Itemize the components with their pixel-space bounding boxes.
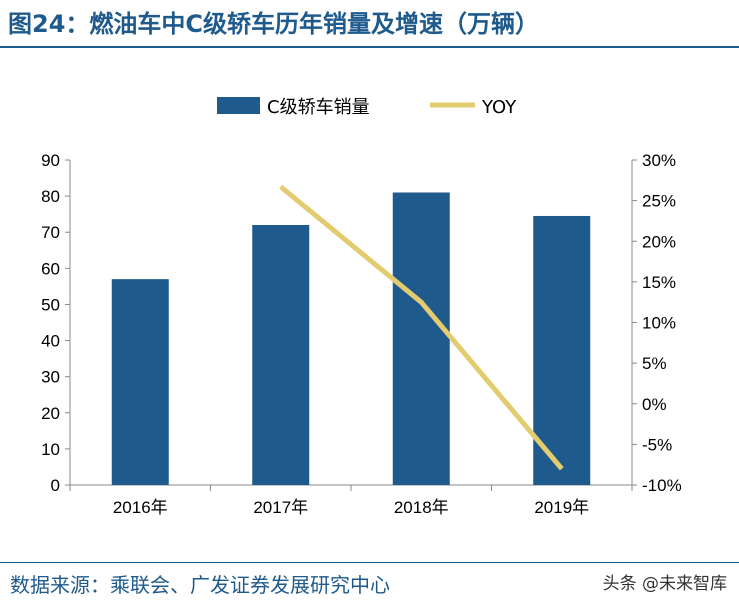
x-tick-label: 2018年 bbox=[394, 498, 449, 517]
y-left-tick-label: 30 bbox=[41, 368, 60, 387]
y-right-tick-label: 15% bbox=[642, 273, 676, 292]
y-left-tick-label: 60 bbox=[41, 259, 60, 278]
y-right-tick-label: 5% bbox=[642, 354, 667, 373]
y-right-tick-label: 10% bbox=[642, 314, 676, 333]
y-left-tick-label: 70 bbox=[41, 223, 60, 242]
source-note: 数据来源：乘联会、广发证券发展研究中心 bbox=[10, 573, 390, 597]
y-right-tick-label: 20% bbox=[642, 232, 676, 251]
yoy-point bbox=[280, 186, 282, 188]
chart-legend: C级轿车销量 YOY bbox=[217, 97, 517, 118]
y-right-tick-label: 25% bbox=[642, 192, 676, 211]
x-tick-label: 2017年 bbox=[253, 498, 308, 517]
y-left-tick-label: 10 bbox=[41, 440, 60, 459]
y-right-tick-label: 30% bbox=[642, 151, 676, 170]
watermark: 头条 @未来智库 bbox=[602, 574, 727, 594]
page-title: 图24：燃油车中C级轿车历年销量及增速（万辆） bbox=[8, 10, 540, 38]
y-right-tick-label: -10% bbox=[642, 476, 682, 495]
bar-series bbox=[111, 192, 591, 485]
bar bbox=[111, 279, 169, 485]
title-divider bbox=[0, 46, 739, 48]
y-right-tick-label: -5% bbox=[642, 435, 672, 454]
y-left-tick-label: 0 bbox=[51, 476, 60, 495]
y-left-tick-label: 80 bbox=[41, 187, 60, 206]
x-tick-label: 2019年 bbox=[534, 498, 589, 517]
footer-divider bbox=[0, 562, 739, 563]
legend-label-line: YOY bbox=[481, 97, 517, 118]
legend-swatch-bar bbox=[217, 97, 260, 114]
bar bbox=[252, 225, 310, 485]
y-left-tick-label: 40 bbox=[41, 332, 60, 351]
y-right-tick-label: 0% bbox=[642, 395, 667, 414]
combo-chart: 0 10 20 30 40 50 60 70 80 90 -10% -5% 0% 5% 10% 15% 20% 2… bbox=[41, 97, 682, 517]
y-left-tick-label: 20 bbox=[41, 404, 60, 423]
y-left-tick-label: 50 bbox=[41, 295, 60, 314]
bar bbox=[533, 215, 591, 485]
y-left-tick-label: 90 bbox=[41, 151, 60, 170]
yoy-point bbox=[561, 468, 563, 470]
yoy-point bbox=[420, 301, 422, 303]
chart-axes: 0 10 20 30 40 50 60 70 80 90 -10% -5% 0% 5% 10% 15% 20% 2… bbox=[41, 151, 682, 517]
legend-label-bar: C级轿车销量 bbox=[267, 97, 370, 118]
line-series bbox=[279, 184, 564, 471]
bar bbox=[392, 192, 450, 485]
x-tick-label: 2016年 bbox=[113, 498, 168, 517]
